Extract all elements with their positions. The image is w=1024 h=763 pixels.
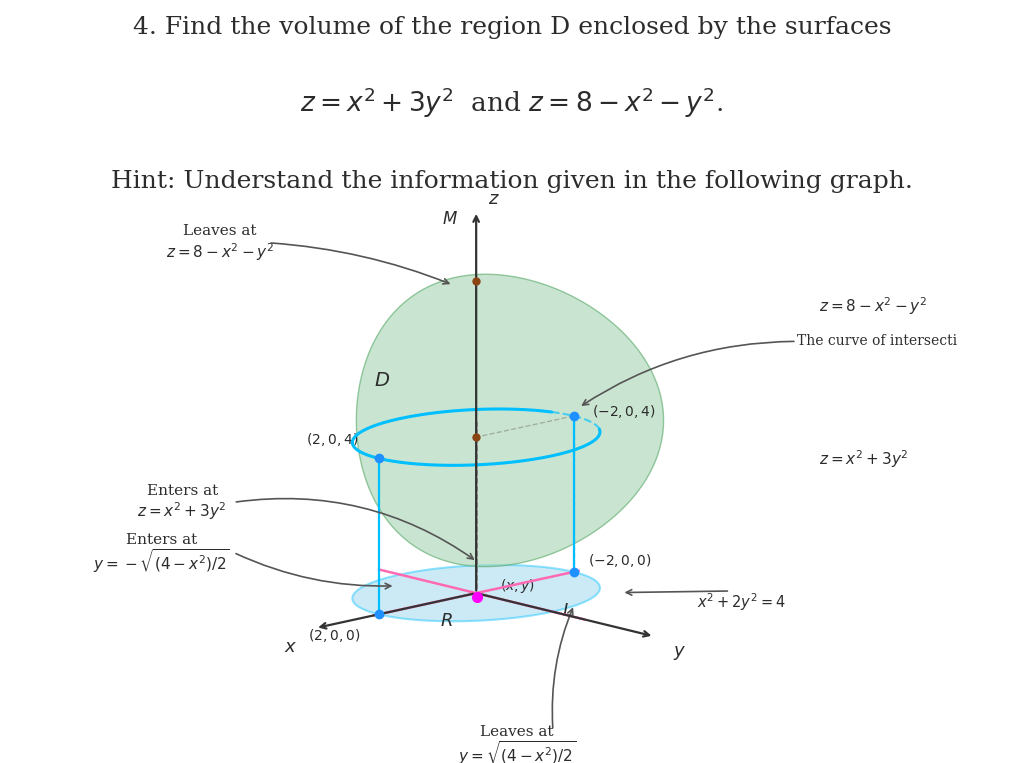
Text: $(2, 0, 4)$: $(2, 0, 4)$ — [306, 431, 358, 449]
Text: Leaves at: Leaves at — [183, 224, 257, 238]
Text: $y$: $y$ — [673, 644, 686, 662]
Text: $y = -\sqrt{(4 - x^2)/2}$: $y = -\sqrt{(4 - x^2)/2}$ — [93, 547, 230, 575]
Text: $y = \sqrt{(4 - x^2)/2}$: $y = \sqrt{(4 - x^2)/2}$ — [458, 739, 577, 763]
Polygon shape — [352, 565, 600, 621]
Text: $D$: $D$ — [374, 372, 390, 391]
Text: The curve of intersecti: The curve of intersecti — [797, 334, 956, 349]
Text: Enters at: Enters at — [126, 533, 198, 547]
Polygon shape — [356, 274, 664, 567]
Text: $L$: $L$ — [562, 602, 573, 620]
Text: $(-2, 0, 4)$: $(-2, 0, 4)$ — [592, 403, 656, 420]
Text: $z = 8 - x^2 - y^2$: $z = 8 - x^2 - y^2$ — [819, 295, 928, 317]
Text: Hint: Understand the information given in the following graph.: Hint: Understand the information given i… — [111, 170, 913, 193]
Text: $z = x^2 + 3y^2$: $z = x^2 + 3y^2$ — [819, 449, 909, 470]
Text: $(x, y)$: $(x, y)$ — [500, 577, 535, 595]
Text: $z = x^2 + 3y^2$  and $z = 8 - x^2 - y^2$.: $z = x^2 + 3y^2$ and $z = 8 - x^2 - y^2$… — [300, 85, 724, 120]
Text: $M$: $M$ — [441, 211, 458, 228]
Text: Enters at: Enters at — [146, 485, 218, 498]
Text: 4. Find the volume of the region D enclosed by the surfaces: 4. Find the volume of the region D enclo… — [133, 16, 891, 39]
Text: $z = 8 - x^2 - y^2$: $z = 8 - x^2 - y^2$ — [166, 241, 274, 262]
Text: $x$: $x$ — [284, 638, 297, 656]
Text: $R$: $R$ — [439, 612, 453, 630]
Text: Leaves at: Leaves at — [480, 725, 554, 739]
Text: $(-2, 0, 0)$: $(-2, 0, 0)$ — [588, 552, 652, 569]
Text: $(2, 0, 0)$: $(2, 0, 0)$ — [308, 626, 360, 643]
Text: $z = x^2 + 3y^2$: $z = x^2 + 3y^2$ — [137, 501, 227, 522]
Text: $z$: $z$ — [488, 190, 501, 208]
Text: $x^2 + 2y^2 = 4$: $x^2 + 2y^2 = 4$ — [697, 591, 786, 613]
